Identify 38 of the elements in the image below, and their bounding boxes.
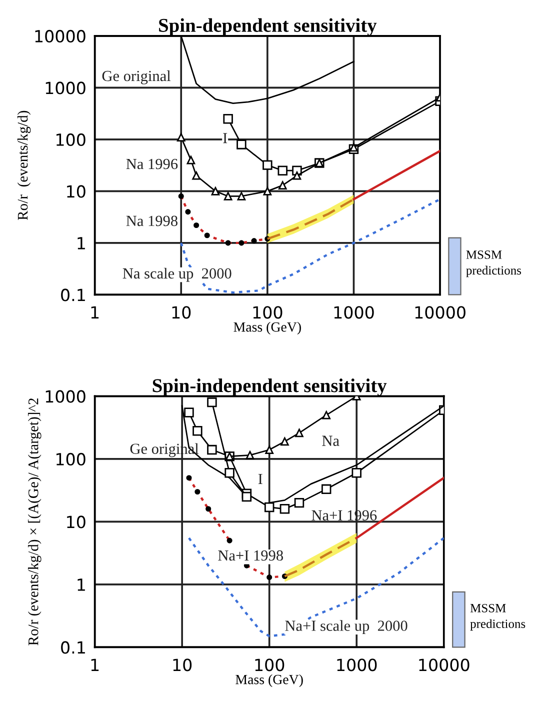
chart-title: Spin-dependent sensitivity [159, 18, 377, 36]
x-tick-label: 100 [253, 306, 282, 319]
annotation: Na+I scale up 2000 [285, 620, 408, 634]
y-axis-title: Ro/r (events/kg/d) × [(A(Ge)/ A(target)]^2 [28, 398, 42, 646]
y-tick-label: 10 [67, 516, 86, 528]
annotation: Na scale up 2000 [122, 268, 232, 282]
y-tick-label: 1 [78, 237, 85, 250]
y-tick-label: 10000 [35, 30, 86, 43]
x-axis-title: Mass (GeV) [234, 322, 301, 335]
y-tick-label: 0.1 [61, 641, 85, 654]
y-tick-label: 1000 [46, 82, 86, 94]
annotation: Na+I 1998 [218, 550, 283, 561]
annotation: Na 1998 [126, 216, 178, 226]
annotation: Na 1996 [126, 158, 178, 170]
x-tick-label: 1 [91, 658, 99, 671]
y-axis-title: Ro/r (events/kg/d) [17, 110, 31, 220]
x-tick-label: 10 [173, 658, 192, 672]
x-tick-label: 10 [172, 306, 191, 319]
x-tick-label: 1000 [337, 658, 377, 672]
x-tick-label: 10000 [419, 658, 470, 672]
y-tick-label: 10 [67, 185, 86, 198]
annotation: Na [322, 436, 340, 446]
x-tick-label: 1000 [334, 306, 374, 319]
x-axis-title: Mass (GeV) [236, 674, 303, 688]
x-tick-label: 100 [255, 658, 284, 672]
text: MSSM predictions [466, 250, 522, 278]
y-tick-label: 1 [78, 578, 85, 591]
x-tick-label: 1 [91, 306, 99, 318]
y-tick-label: 0.1 [61, 288, 85, 302]
y-tick-label: 100 [56, 452, 86, 466]
annotation: Ge original [102, 70, 171, 84]
text: MSSM predictions [470, 604, 526, 631]
x-tick-label: 10000 [415, 306, 466, 319]
chart-title: Spin-independent sensitivity [152, 378, 387, 396]
y-tick-label: 100 [56, 133, 86, 146]
y-tick-label: 1000 [46, 390, 86, 403]
annotation: I [258, 474, 262, 484]
annotation: I [223, 133, 228, 144]
